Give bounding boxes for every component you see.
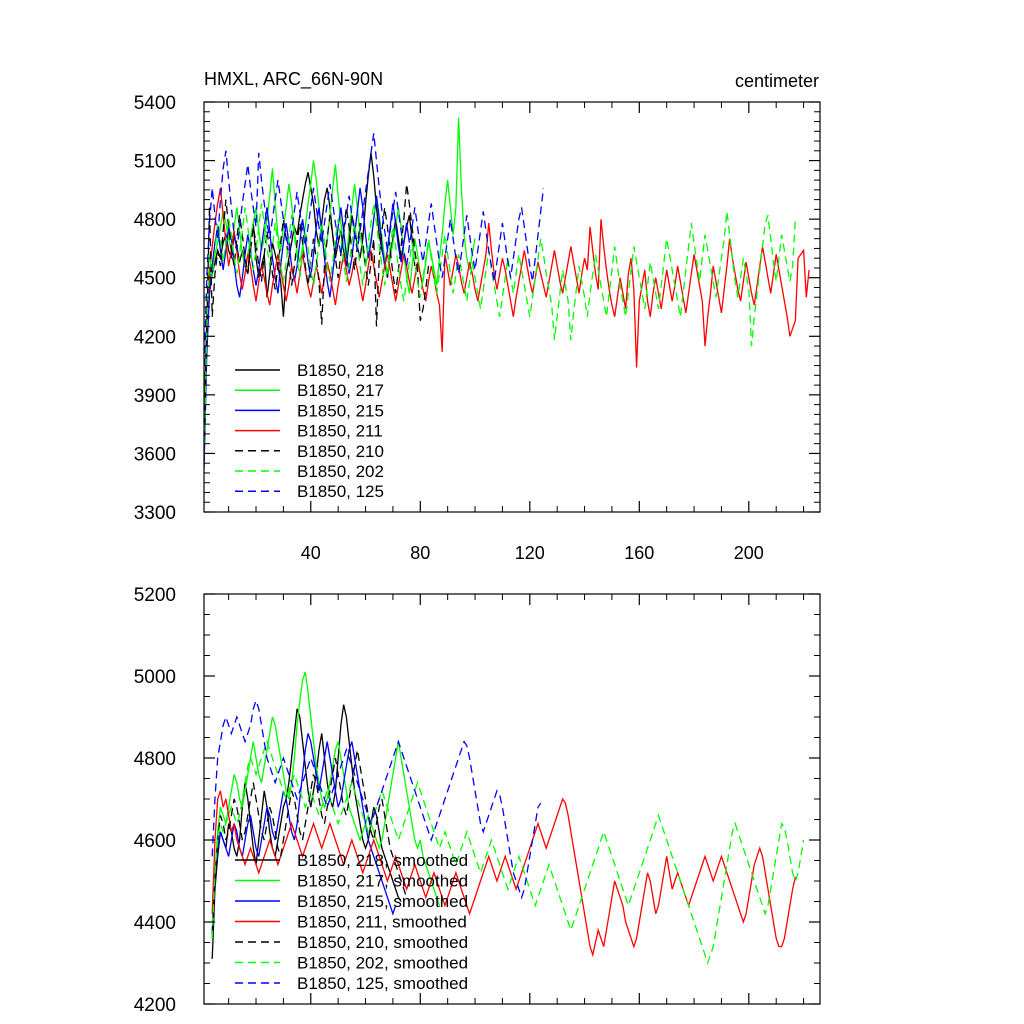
series-line-4 [211, 749, 408, 935]
series-line-6 [204, 133, 545, 380]
legend-label-0: B1850, 218, smoothed [297, 851, 468, 870]
legend-label-3: B1850, 211 [297, 422, 383, 441]
y-tick-label: 4600 [134, 831, 176, 852]
x-tick-label: 200 [734, 543, 764, 563]
top-plot-area [204, 117, 810, 470]
top-panel: HMXL, ARC_66N-90N centimeter 40 80 120 160 2… [134, 69, 821, 563]
y-tick-label: 5100 [134, 152, 176, 173]
series-line-2 [211, 733, 397, 939]
y-tick-label: 4500 [134, 269, 176, 290]
bottom-panel: 4200 4400 4600 4800 5000 5200 B1850, 218, smo… [134, 585, 821, 1016]
legend-label-1: B1850, 217 [297, 381, 384, 400]
legend-label-3: B1850, 211, smoothed [297, 913, 467, 932]
series-line-5 [211, 739, 805, 966]
legend-label-5: B1850, 202, smoothed [297, 954, 468, 973]
legend-label-4: B1850, 210 [297, 442, 384, 461]
legend-label-2: B1850, 215, smoothed [297, 892, 468, 911]
legend-label-6: B1850, 125 [297, 482, 384, 501]
legend-label-2: B1850, 215 [297, 401, 384, 420]
legend-label-5: B1850, 202 [297, 462, 384, 481]
series-line-3 [211, 790, 796, 958]
legend-label-1: B1850, 217, smoothed [297, 872, 468, 891]
y-tick-label: 4400 [134, 913, 176, 934]
x-tick-label: 80 [410, 543, 430, 563]
y-tick-label: 3900 [134, 386, 176, 407]
series-line-0 [211, 704, 402, 959]
y-tick-label: 5000 [134, 667, 176, 688]
y-tick-label: 4800 [134, 210, 176, 231]
y-tick-label: 3300 [134, 503, 176, 524]
series-line-5 [204, 203, 797, 458]
series-line-2 [204, 187, 410, 470]
x-tick-label: 120 [515, 543, 545, 563]
top-axes: 40 80 120 160 200 3300 3600 3900 4200 4500 4800 510… [134, 93, 820, 563]
y-tick-label: 4200 [134, 995, 176, 1016]
series-line-3 [204, 187, 810, 434]
bottom-plot-area [211, 671, 805, 966]
y-tick-label: 5400 [134, 93, 176, 114]
bottom-legend: B1850, 218, smoothed B1850, 217, smoothed… [235, 851, 468, 993]
legend-label-0: B1850, 218 [297, 361, 384, 380]
bottom-axes: 4200 4400 4600 4800 5000 5200 [134, 585, 820, 1016]
series-line-6 [211, 698, 542, 900]
top-panel-title: HMXL, ARC_66N-90N [204, 69, 383, 90]
series-line-1 [204, 117, 476, 450]
legend-label-6: B1850, 125, smoothed [297, 974, 468, 993]
x-tick-label: 160 [624, 543, 654, 563]
y-tick-label: 4800 [134, 749, 176, 770]
legend-label-4: B1850, 210, smoothed [297, 933, 468, 952]
y-tick-label: 4200 [134, 327, 176, 348]
series-line-4 [204, 183, 430, 450]
y-tick-label: 3600 [134, 444, 176, 465]
y-tick-label: 5200 [134, 585, 176, 606]
x-tick-label: 40 [301, 543, 321, 563]
top-panel-units: centimeter [735, 71, 819, 91]
